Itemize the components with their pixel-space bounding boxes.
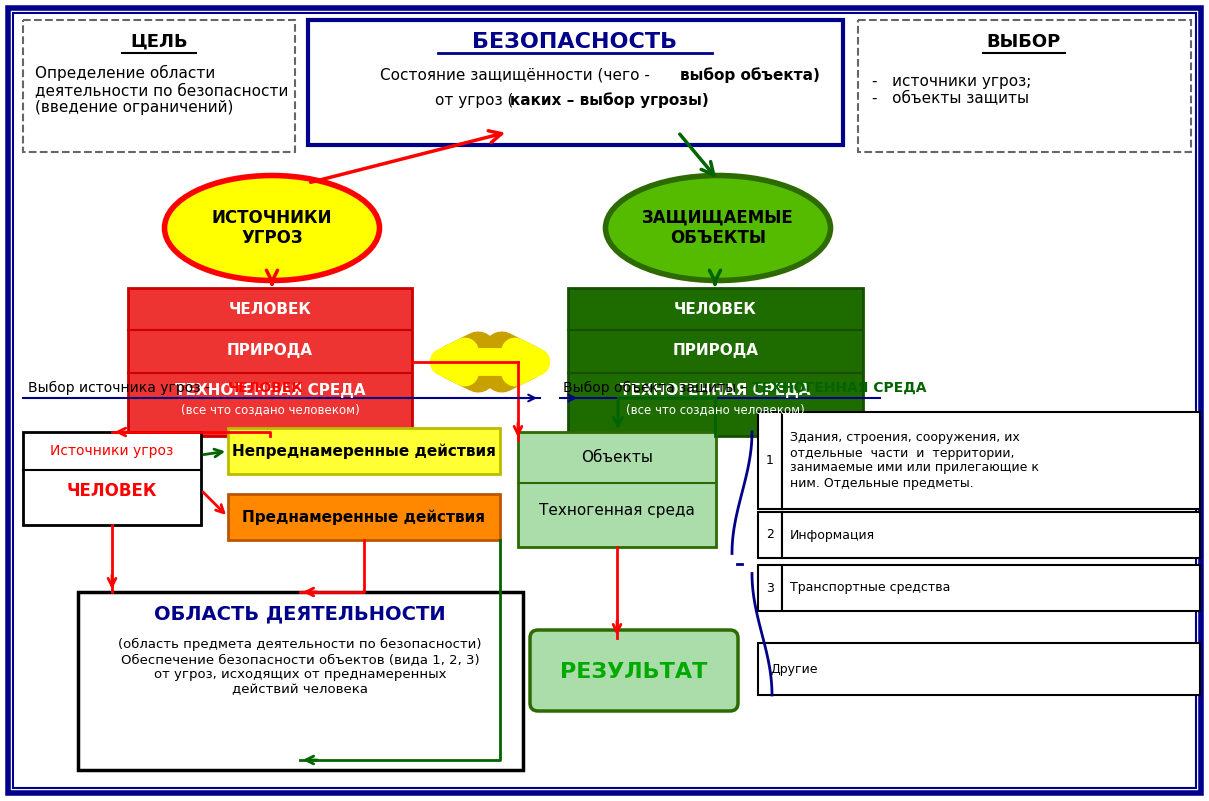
Text: Преднамеренные действия: Преднамеренные действия (243, 509, 486, 525)
Text: РЕЗУЛЬТАТ: РЕЗУЛЬТАТ (560, 662, 707, 682)
Text: каких – выбор угрозы): каких – выбор угрозы) (510, 92, 708, 108)
Text: Определение области
деятельности по безопасности
(введение ограничений): Определение области деятельности по безо… (35, 65, 289, 115)
Text: ИСТОЧНИКИ
УГРОЗ: ИСТОЧНИКИ УГРОЗ (212, 208, 332, 248)
Text: ОБЛАСТЬ ДЕЯТЕЛЬНОСТИ: ОБЛАСТЬ ДЕЯТЕЛЬНОСТИ (155, 605, 446, 623)
FancyBboxPatch shape (858, 20, 1191, 152)
Text: ЦЕЛЬ: ЦЕЛЬ (131, 33, 187, 51)
FancyBboxPatch shape (23, 432, 201, 525)
FancyBboxPatch shape (229, 428, 501, 474)
Text: 2: 2 (767, 529, 774, 541)
FancyBboxPatch shape (758, 643, 1201, 695)
Text: Другие: Другие (770, 662, 817, 675)
Text: Информация: Информация (789, 529, 875, 541)
Text: 1: 1 (767, 454, 774, 467)
Text: ПРИРОДА: ПРИРОДА (672, 344, 758, 359)
Text: ВЫБОР: ВЫБОР (987, 33, 1062, 51)
FancyBboxPatch shape (308, 20, 843, 145)
Text: Объекты: Объекты (582, 449, 653, 465)
Text: Источники угроз: Источники угроз (51, 444, 174, 458)
Text: ЧЕЛОВЕК: ЧЕЛОВЕК (229, 381, 303, 395)
Text: от угроз (: от угроз ( (435, 92, 514, 107)
Text: (все что создано человеком): (все что создано человеком) (180, 404, 359, 417)
FancyBboxPatch shape (758, 412, 782, 509)
Text: Транспортные средства: Транспортные средства (789, 582, 950, 594)
Text: (все что создано человеком): (все что создано человеком) (626, 404, 805, 417)
Text: Состояние защищённости (чего -: Состояние защищённости (чего - (380, 67, 655, 83)
Text: -   источники угроз;
-   объекты защиты: - источники угроз; - объекты защиты (872, 74, 1031, 107)
Text: ПРИРОДА: ПРИРОДА (227, 344, 313, 359)
Text: Выбор источника угроз -: Выбор источника угроз - (28, 381, 214, 395)
Ellipse shape (606, 175, 831, 280)
FancyBboxPatch shape (79, 592, 523, 770)
Text: ЗАЩИЩАЕМЫЕ
ОБЪЕКТЫ: ЗАЩИЩАЕМЫЕ ОБЪЕКТЫ (642, 208, 794, 248)
Ellipse shape (164, 175, 380, 280)
FancyBboxPatch shape (782, 565, 1201, 611)
Text: Выбор объекта защиты –: Выбор объекта защиты – (563, 381, 752, 395)
Text: Непреднамеренные действия: Непреднамеренные действия (232, 443, 496, 459)
Text: ТЕХНОГЕННАЯ СРЕДА: ТЕХНОГЕННАЯ СРЕДА (620, 384, 811, 399)
Text: ЧЕЛОВЕК: ЧЕЛОВЕК (675, 301, 757, 316)
Text: ЧЕЛОВЕК: ЧЕЛОВЕК (229, 301, 312, 316)
Text: 3: 3 (767, 582, 774, 594)
FancyBboxPatch shape (758, 512, 782, 558)
Text: выбор объекта): выбор объекта) (679, 67, 820, 83)
FancyBboxPatch shape (782, 512, 1201, 558)
Text: БЕЗОПАСНОСТЬ: БЕЗОПАСНОСТЬ (473, 32, 677, 52)
Text: (область предмета деятельности по безопасности)
Обеспечение безопасности объекто: (область предмета деятельности по безопа… (118, 638, 481, 696)
FancyBboxPatch shape (23, 20, 295, 152)
FancyBboxPatch shape (517, 432, 716, 547)
FancyBboxPatch shape (568, 288, 863, 436)
FancyBboxPatch shape (530, 630, 737, 711)
Text: Здания, строения, сооружения, их
отдельные  части  и  территории,
занимаемые ими: Здания, строения, сооружения, их отдельн… (789, 432, 1039, 489)
FancyBboxPatch shape (758, 565, 782, 611)
FancyBboxPatch shape (782, 412, 1201, 509)
Text: ТЕХНОГЕННАЯ СРЕДА: ТЕХНОГЕННАЯ СРЕДА (752, 381, 926, 395)
FancyBboxPatch shape (128, 288, 412, 436)
Text: ЧЕЛОВЕК: ЧЕЛОВЕК (66, 482, 157, 500)
Text: Техногенная среда: Техногенная среда (539, 502, 695, 517)
Text: ТЕХНОГЕННАЯ СРЕДА: ТЕХНОГЕННАЯ СРЕДА (175, 384, 365, 399)
FancyBboxPatch shape (229, 494, 501, 540)
